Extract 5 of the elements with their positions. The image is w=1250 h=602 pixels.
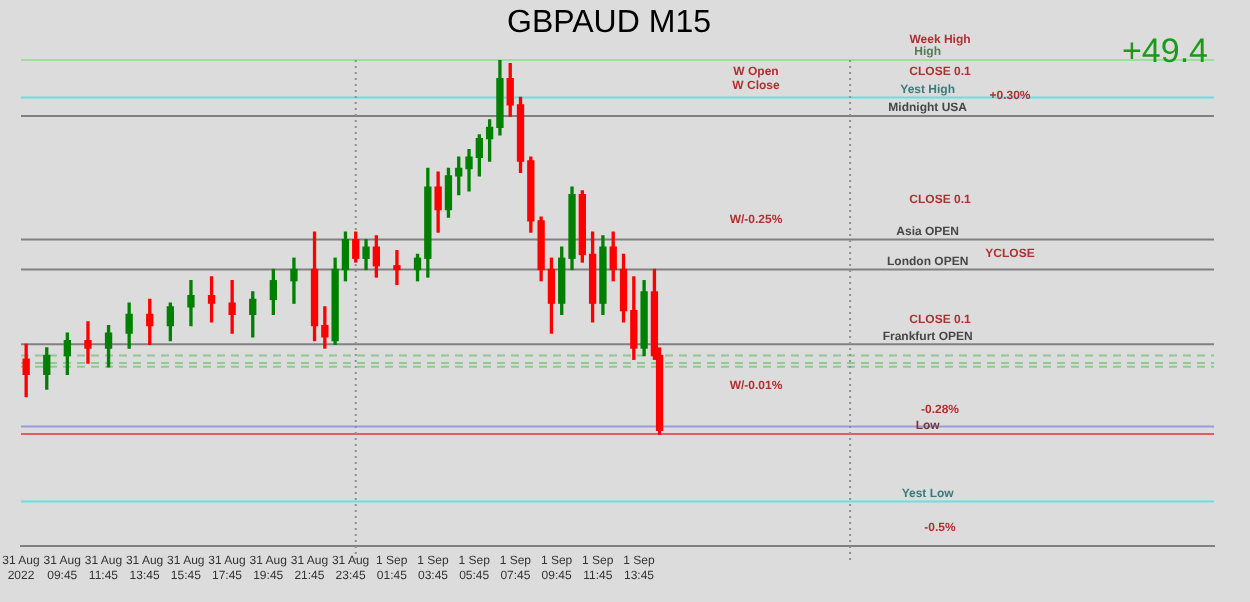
- chart-title: GBPAUD M15: [507, 6, 712, 41]
- candlestick: [393, 250, 401, 286]
- candlestick: [228, 280, 236, 334]
- candlestick: [84, 321, 92, 364]
- annotation: +49.4: [1121, 32, 1208, 71]
